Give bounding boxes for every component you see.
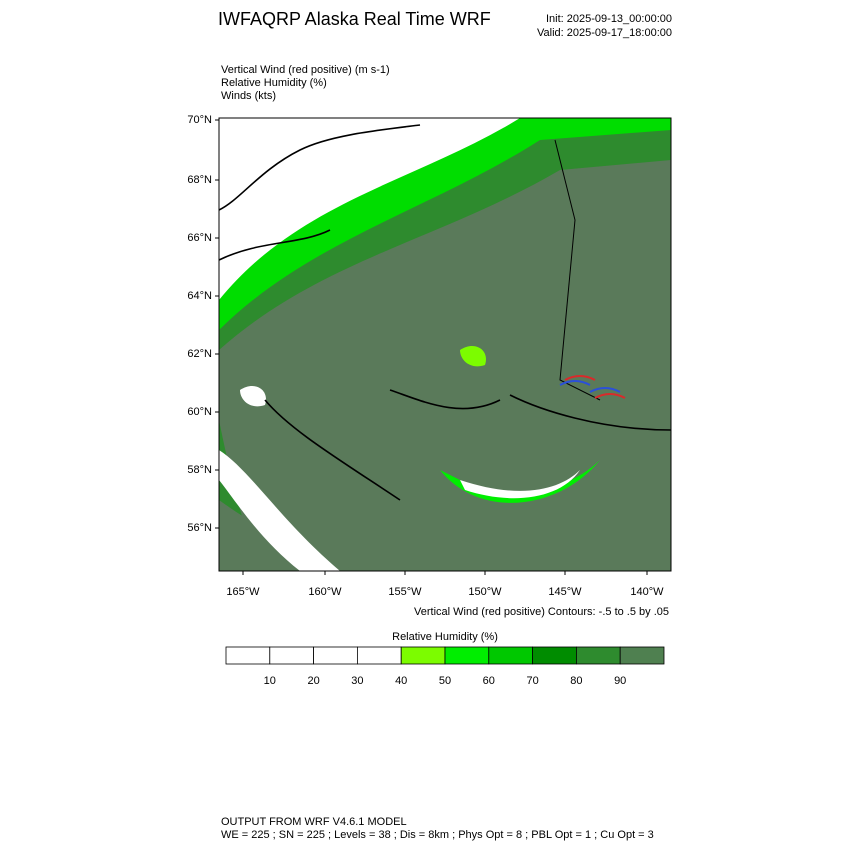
- colorbar-bin: [576, 646, 621, 665]
- colorbar-tick-label: 20: [307, 675, 319, 687]
- lon-label: 140°W: [630, 586, 664, 598]
- map: [218, 117, 672, 572]
- lat-label: 64°N: [187, 290, 212, 302]
- lon-label: 160°W: [308, 586, 342, 598]
- field-label: Vertical Wind (red positive) (m s-1): [221, 64, 390, 76]
- footer: OUTPUT FROM WRF V4.6.1 MODEL: [221, 816, 407, 828]
- colorbar-tick-label: 30: [351, 675, 363, 687]
- field-label: Winds (kts): [221, 90, 276, 102]
- colorbar-bin: [488, 646, 533, 665]
- colorbar-title: Relative Humidity (%): [392, 631, 498, 643]
- contour-note: Vertical Wind (red positive) Contours: -…: [414, 606, 669, 618]
- lat-label: 58°N: [187, 464, 212, 476]
- colorbar-bin: [356, 646, 402, 665]
- colorbar-tick-label: 10: [264, 675, 276, 687]
- colorbar-bin: [269, 646, 314, 665]
- colorbar-bin: [532, 646, 577, 665]
- lon-label: 155°W: [388, 586, 422, 598]
- init-time: Init: 2025-09-13_00:00:00: [546, 13, 672, 25]
- lon-label: 150°W: [468, 586, 502, 598]
- lat-label: 60°N: [187, 406, 212, 418]
- colorbar-tick-label: 60: [483, 675, 495, 687]
- lat-label: 66°N: [187, 232, 212, 244]
- lat-label: 62°N: [187, 348, 212, 360]
- colorbar-tick-label: 70: [526, 675, 538, 687]
- lon-label: 165°W: [226, 586, 260, 598]
- field-label: Relative Humidity (%): [221, 77, 327, 89]
- colorbar-bin: [444, 646, 490, 665]
- lat-label: 56°N: [187, 522, 212, 534]
- colorbar-tick-label: 40: [395, 675, 407, 687]
- colorbar-tick-label: 90: [614, 675, 626, 687]
- valid-time: Valid: 2025-09-17_18:00:00: [537, 27, 672, 39]
- lat-label: 68°N: [187, 174, 212, 186]
- footer: WE = 225 ; SN = 225 ; Levels = 38 ; Dis …: [221, 829, 654, 841]
- lat-label: 70°N: [187, 114, 212, 126]
- colorbar-bin: [313, 646, 358, 665]
- title: IWFAQRP Alaska Real Time WRF: [218, 9, 491, 29]
- colorbar-bin: [400, 646, 446, 665]
- lon-label: 145°W: [548, 586, 582, 598]
- colorbar-tick-label: 80: [570, 675, 582, 687]
- colorbar-tick-label: 50: [439, 675, 451, 687]
- colorbar-bin: [619, 646, 665, 665]
- colorbar-bin: [225, 646, 271, 665]
